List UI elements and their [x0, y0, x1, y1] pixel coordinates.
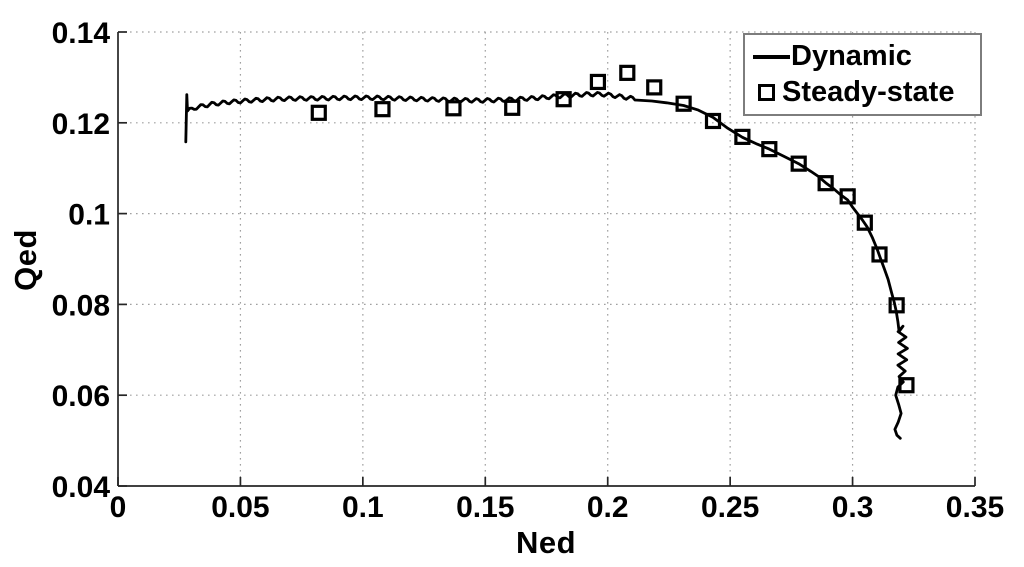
series-steady-state-marker: [504, 99, 521, 116]
legend-label-steady-state: Steady-state: [782, 76, 955, 108]
y-tick-label: 0.06: [52, 380, 110, 413]
x-tick-label: 0: [110, 491, 127, 524]
series-steady-state-marker: [445, 100, 462, 117]
series-steady-state-marker: [675, 95, 692, 112]
legend-label-dynamic: Dynamic: [791, 40, 912, 72]
series-steady-state-marker: [734, 128, 751, 145]
y-tick-label: 0.08: [52, 289, 110, 322]
series-steady-state-marker: [790, 155, 807, 172]
series-steady-state-marker: [888, 297, 905, 314]
series-steady-state-marker: [555, 91, 572, 108]
series-steady-state-marker: [310, 104, 327, 121]
x-axis-label: Ned: [515, 525, 577, 560]
legend: Dynamic Steady-state: [743, 33, 982, 116]
legend-square-marker-icon: [758, 84, 775, 101]
x-tick-label: 0.15: [456, 491, 514, 524]
series-steady-state-marker: [817, 175, 834, 192]
series-steady-state-marker: [646, 79, 663, 96]
legend-entry-dynamic: Dynamic: [753, 42, 980, 71]
x-tick-label: 0.05: [211, 491, 269, 524]
y-tick-label: 0.1: [68, 199, 110, 232]
series-steady-state-marker: [898, 377, 915, 394]
x-tick-label: 0.25: [701, 491, 759, 524]
x-tick-label: 0.35: [946, 491, 1004, 524]
legend-entry-steady-state: Steady-state: [753, 78, 980, 107]
series-steady-state-marker: [589, 73, 607, 91]
series-steady-state-marker: [374, 101, 391, 118]
series-steady-state-marker: [871, 246, 888, 263]
y-axis-label: Qed: [8, 229, 43, 291]
x-tick-label: 0.2: [587, 491, 629, 524]
x-tick-label: 0.1: [342, 491, 384, 524]
legend-line-sample-icon: [753, 54, 790, 59]
series-steady-state-marker: [856, 214, 873, 231]
series-steady-state-marker: [761, 141, 778, 158]
y-tick-label: 0.14: [52, 17, 111, 50]
x-tick-label: 0.3: [832, 491, 874, 524]
y-tick-label: 0.04: [52, 471, 111, 504]
y-tick-label: 0.12: [52, 108, 110, 141]
series-dynamic-line: [184, 91, 909, 440]
series-steady-state-marker: [704, 112, 722, 130]
series-steady-state-marker: [619, 64, 636, 81]
series-steady-state-marker: [839, 188, 856, 205]
